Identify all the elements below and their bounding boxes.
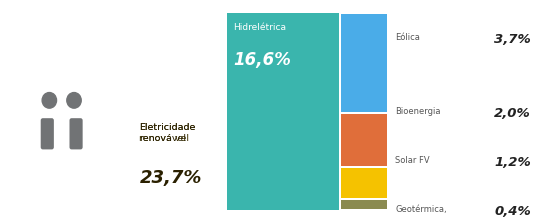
Text: Bioenergia: Bioenergia bbox=[395, 107, 441, 116]
Bar bbox=[341, 200, 387, 209]
Bar bbox=[341, 168, 387, 198]
Polygon shape bbox=[41, 156, 82, 205]
Text: Eólica: Eólica bbox=[395, 33, 420, 42]
Circle shape bbox=[42, 93, 57, 108]
Bar bbox=[341, 14, 387, 112]
Circle shape bbox=[67, 93, 81, 108]
Text: Energias não renováveis: Energias não renováveis bbox=[14, 9, 120, 18]
Text: 2,0%: 2,0% bbox=[494, 107, 531, 120]
Text: 0,4%: 0,4% bbox=[494, 205, 531, 218]
Text: 76,3%: 76,3% bbox=[14, 29, 82, 48]
FancyBboxPatch shape bbox=[69, 118, 83, 149]
Text: Hidrelétrica: Hidrelétrica bbox=[233, 23, 287, 33]
Text: Eletricidade
renovável: Eletricidade renovável bbox=[139, 123, 196, 143]
Text: Solar FV: Solar FV bbox=[395, 156, 430, 165]
Text: 16,6%: 16,6% bbox=[233, 51, 292, 69]
Text: 23,7%: 23,7% bbox=[139, 169, 202, 188]
Bar bbox=[341, 114, 387, 166]
FancyBboxPatch shape bbox=[14, 56, 109, 167]
Text: Eletricidade
renová vel: Eletricidade renová vel bbox=[139, 123, 196, 143]
Text: 1,2%: 1,2% bbox=[494, 156, 531, 169]
FancyBboxPatch shape bbox=[41, 118, 54, 149]
Bar bbox=[227, 13, 339, 210]
Text: Geotérmica,: Geotérmica, bbox=[395, 205, 447, 214]
Text: 3,7%: 3,7% bbox=[494, 33, 531, 46]
